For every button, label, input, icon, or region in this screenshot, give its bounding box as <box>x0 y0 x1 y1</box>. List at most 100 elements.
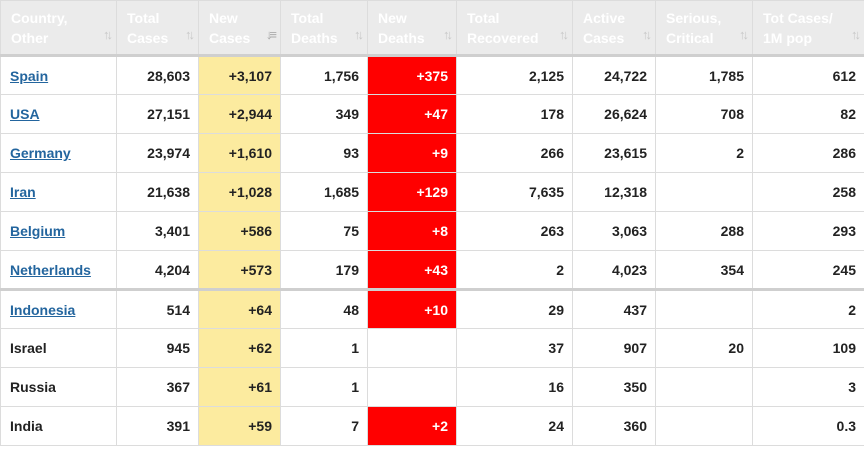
total-recovered-cell: 266 <box>456 133 573 173</box>
table-row: Netherlands 4,204 +573 179 +43 2 4,023 354 245 <box>0 250 864 290</box>
serious-critical-cell: 354 <box>655 250 753 290</box>
total-deaths-cell: 1 <box>280 328 368 368</box>
country-link[interactable]: Indonesia <box>10 301 76 318</box>
new-cases-cell: +59 <box>198 406 281 446</box>
total-recovered-cell: 2,125 <box>456 54 573 95</box>
header-new-cases[interactable]: New Cases ↓≡ <box>198 0 281 56</box>
serious-critical-cell: 1,785 <box>655 54 753 95</box>
new-deaths-cell: +47 <box>367 94 457 134</box>
country-link[interactable]: USA <box>10 106 40 122</box>
sort-icon: ↑↓ <box>739 27 749 42</box>
country-link[interactable]: Spain <box>10 67 49 84</box>
country-link[interactable]: Iran <box>10 184 36 200</box>
total-cases-cell: 21,638 <box>116 172 199 212</box>
new-deaths-cell <box>367 367 457 407</box>
active-cases-cell: 907 <box>572 328 656 368</box>
total-deaths-cell: 48 <box>280 288 368 329</box>
active-cases-cell: 350 <box>572 367 656 407</box>
table-row: Iran 21,638 +1,028 1,685 +129 7,635 12,318 258 <box>0 172 864 212</box>
tot-cases-1m-pop-cell: 245 <box>752 250 864 290</box>
country-cell: Germany <box>0 133 117 173</box>
new-deaths-cell: +375 <box>367 54 457 95</box>
header-total-recovered[interactable]: Total Recovered ↑↓ <box>456 0 573 56</box>
new-deaths-cell: +129 <box>367 172 457 212</box>
serious-critical-cell <box>655 172 753 212</box>
header-country[interactable]: Country, Other ↑↓ <box>0 0 117 56</box>
serious-critical-cell <box>655 406 753 446</box>
active-cases-cell: 12,318 <box>572 172 656 212</box>
country-name: Russia <box>10 379 56 395</box>
header-new-deaths[interactable]: New Deaths ↑↓ <box>367 0 457 56</box>
sort-icon: ↑↓ <box>851 27 861 42</box>
country-link[interactable]: Germany <box>10 145 71 161</box>
table-row: Belgium 3,401 +586 75 +8 263 3,063 288 293 <box>0 211 864 251</box>
total-cases-cell: 945 <box>116 328 199 368</box>
new-deaths-cell <box>367 328 457 368</box>
serious-critical-cell <box>655 367 753 407</box>
total-cases-cell: 3,401 <box>116 211 199 251</box>
tot-cases-1m-pop-cell: 612 <box>752 54 864 95</box>
tot-cases-1m-pop-cell: 82 <box>752 94 864 134</box>
total-cases-cell: 28,603 <box>116 54 199 95</box>
tot-cases-1m-pop-cell: 109 <box>752 328 864 368</box>
sort-icon: ↑↓ <box>642 27 652 42</box>
new-cases-cell: +1,028 <box>198 172 281 212</box>
sort-icon: ↑↓ <box>103 27 113 42</box>
country-cell: Israel <box>0 328 117 368</box>
total-cases-cell: 23,974 <box>116 133 199 173</box>
country-cell: Netherlands <box>0 250 117 290</box>
sort-descending-icon: ↓≡ <box>265 27 277 42</box>
new-cases-cell: +3,107 <box>198 54 281 95</box>
table-row: Spain 28,603 +3,107 1,756 +375 2,125 24,722 1,7… <box>0 54 864 95</box>
total-cases-cell: 367 <box>116 367 199 407</box>
total-recovered-cell: 29 <box>456 288 573 329</box>
country-link[interactable]: Netherlands <box>10 261 91 278</box>
header-total-deaths[interactable]: Total Deaths ↑↓ <box>280 0 368 56</box>
header-row: Country, Other ↑↓ Total Cases ↑↓ New Cases… <box>0 0 864 56</box>
total-recovered-cell: 7,635 <box>456 172 573 212</box>
new-cases-cell: +61 <box>198 367 281 407</box>
new-cases-cell: +586 <box>198 211 281 251</box>
active-cases-cell: 437 <box>572 288 656 329</box>
active-cases-cell: 360 <box>572 406 656 446</box>
new-deaths-cell: +10 <box>367 288 457 329</box>
tot-cases-1m-pop-cell: 258 <box>752 172 864 212</box>
total-deaths-cell: 93 <box>280 133 368 173</box>
table-row: Israel 945 +62 1 37 907 20 109 <box>0 328 864 368</box>
table-row: Russia 367 +61 1 16 350 3 <box>0 367 864 407</box>
table-row: Indonesia 514 +64 48 +10 29 437 2 <box>0 288 864 329</box>
active-cases-cell: 4,023 <box>572 250 656 290</box>
header-tot-cases-1m-pop[interactable]: Tot Cases/ 1M pop ↑↓ <box>752 0 864 56</box>
table-row: India 391 +59 7 +2 24 360 0.3 <box>0 406 864 446</box>
new-cases-cell: +573 <box>198 250 281 290</box>
header-total-cases[interactable]: Total Cases ↑↓ <box>116 0 199 56</box>
new-deaths-cell: +8 <box>367 211 457 251</box>
total-deaths-cell: 349 <box>280 94 368 134</box>
header-serious-critical[interactable]: Serious, Critical ↑↓ <box>655 0 753 56</box>
tot-cases-1m-pop-cell: 3 <box>752 367 864 407</box>
total-cases-cell: 514 <box>116 288 199 329</box>
total-deaths-cell: 1,685 <box>280 172 368 212</box>
country-link[interactable]: Belgium <box>10 223 66 239</box>
active-cases-cell: 3,063 <box>572 211 656 251</box>
new-cases-cell: +62 <box>198 328 281 368</box>
country-name: Israel <box>10 340 47 356</box>
header-active-cases[interactable]: Active Cases ↑↓ <box>572 0 656 56</box>
serious-critical-cell: 288 <box>655 211 753 251</box>
total-recovered-cell: 263 <box>456 211 573 251</box>
new-cases-cell: +64 <box>198 288 281 329</box>
active-cases-cell: 23,615 <box>572 133 656 173</box>
new-deaths-cell: +2 <box>367 406 457 446</box>
total-deaths-cell: 7 <box>280 406 368 446</box>
sort-icon: ↑↓ <box>354 27 364 42</box>
tot-cases-1m-pop-cell: 293 <box>752 211 864 251</box>
serious-critical-cell: 20 <box>655 328 753 368</box>
new-deaths-cell: +43 <box>367 250 457 290</box>
sort-icon: ↑↓ <box>185 27 195 42</box>
active-cases-cell: 24,722 <box>572 54 656 95</box>
country-cell: Belgium <box>0 211 117 251</box>
total-deaths-cell: 1,756 <box>280 54 368 95</box>
serious-critical-cell <box>655 288 753 329</box>
country-cell: USA <box>0 94 117 134</box>
